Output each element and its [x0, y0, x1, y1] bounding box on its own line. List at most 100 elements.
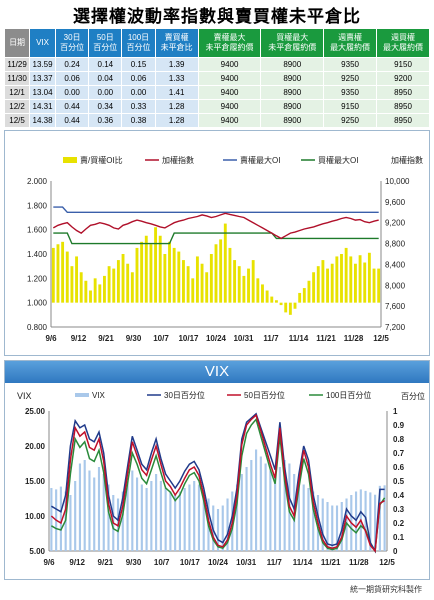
table-cell: 0.06: [54, 71, 90, 86]
ratio-bar: [75, 256, 79, 303]
table-cell: 9400: [197, 71, 262, 86]
vix-bar: [240, 474, 243, 551]
chart1-legend: 賣/買權OI比 加權指數 賣權最大OI 買權最大OI: [63, 155, 358, 165]
table-cell: 8900: [260, 57, 325, 72]
ratio-bar: [353, 263, 357, 303]
x-tick-label: 10/7: [153, 334, 169, 343]
legend-label: 100日百分位: [326, 390, 371, 400]
vix-bar: [297, 481, 301, 551]
table-cell: 9200: [376, 71, 430, 86]
table-cell: 0.24: [54, 57, 90, 72]
ratio-bar: [200, 263, 204, 303]
table-row: 12/5 14.38 0.44 0.36 0.38 1.28 9400 8900 9250 895…: [3, 113, 430, 128]
ratio-bar: [279, 302, 283, 306]
legend-swatch-ratio: [63, 157, 77, 163]
table-cell: 0.44: [54, 113, 90, 128]
ratio-bar: [298, 292, 302, 303]
ratio-bar: [98, 284, 102, 303]
y-left-tick-label: 10.00: [25, 512, 46, 521]
ratio-bar: [70, 266, 74, 303]
ratio-bar: [288, 302, 292, 315]
y-right-tick-label: 0.3: [393, 505, 405, 514]
vix-bar: [340, 502, 343, 551]
vix-bar: [131, 470, 134, 551]
ratio-bar: [228, 247, 232, 303]
ratio-bar: [205, 272, 209, 303]
ratio-bar: [274, 300, 278, 303]
ratio-bar: [84, 280, 88, 303]
ratio-bar: [312, 272, 316, 303]
ratio-bar: [372, 268, 376, 303]
table-cell: 0.00: [121, 85, 156, 100]
y-right-tick-label: 0.2: [393, 519, 405, 528]
x-tick-label: 12/5: [379, 558, 395, 567]
table-cell: 9400: [197, 57, 262, 72]
vix-bar: [216, 509, 220, 551]
vix-bar: [107, 484, 110, 551]
vix-bar: [97, 467, 101, 551]
x-tick-label: 12/5: [373, 334, 389, 343]
y-left-tick-label: 15.00: [25, 477, 46, 486]
table-cell: 0.15: [121, 57, 156, 72]
vix-bar: [331, 505, 334, 551]
x-tick-label: 11/7: [267, 558, 283, 567]
x-tick-label: 10/31: [236, 558, 257, 567]
table-cell: 0.00: [88, 85, 123, 100]
x-tick-label: 9/30: [126, 334, 142, 343]
y-left-tick-label: 20.00: [25, 442, 46, 451]
y-right-tick-label: 0.6: [393, 463, 405, 472]
x-tick-label: 11/21: [321, 558, 341, 567]
table-cell: 8950: [376, 99, 430, 114]
vix-bar: [145, 488, 148, 551]
table-cell: 14.31: [29, 99, 56, 114]
ratio-bar: [195, 256, 199, 303]
vix-bar: [335, 505, 339, 551]
vix-bar: [250, 460, 253, 551]
vix-bar: [164, 488, 167, 551]
ratio-bar: [326, 268, 329, 303]
table-cell: 14.38: [29, 113, 56, 128]
vix-bar: [50, 488, 53, 551]
summary-table: 日期 VIX 30日 百分位 50日 百分位 100日 百分位 賣買權 未平倉比…: [3, 28, 430, 128]
table-cell: 8950: [376, 113, 430, 128]
x-tick-label: 10/24: [208, 558, 229, 567]
ratio-bar: [219, 239, 223, 303]
table-row: 11/29 13.59 0.24 0.14 0.15 1.39 9400 8900 9350 91…: [3, 57, 430, 72]
y-left-tick-label: 2.000: [27, 177, 48, 186]
y-right-tick-label: 10,000: [385, 177, 410, 186]
table-cell: 9400: [197, 85, 262, 100]
table-cell: 13.37: [29, 71, 56, 86]
table-cell: 8900: [260, 85, 325, 100]
ratio-bar: [121, 254, 125, 303]
ratio-bar: [363, 262, 367, 303]
vix-bar: [307, 488, 310, 551]
table-row: 12/2 14.31 0.44 0.34 0.33 1.28 9400 8900 9150 895…: [3, 99, 430, 114]
table-cell: 0.00: [54, 85, 90, 100]
ratio-bar: [256, 278, 260, 303]
table-header-row: 日期 VIX 30日 百分位 50日 百分位 100日 百分位 賣買權 未平倉比…: [3, 28, 430, 58]
table-cell: 0.34: [88, 99, 123, 114]
vix-bar: [378, 485, 381, 551]
x-tick-label: 10/24: [206, 334, 227, 343]
y-right-tick-label: 9,200: [385, 219, 406, 228]
th-date: 日期: [3, 28, 31, 58]
table-cell: 1.39: [154, 57, 199, 72]
ratio-bar: [293, 302, 297, 309]
vix-bar: [93, 477, 96, 551]
ratio-bar: [367, 252, 371, 303]
x-tick-label: 9/21: [98, 334, 114, 343]
th-p100: 100日 百分位: [121, 28, 156, 58]
vix-bar: [274, 474, 277, 551]
table-cell: 9400: [197, 99, 262, 114]
x-tick-label: 11/21: [316, 334, 336, 343]
vix-bar: [159, 481, 162, 551]
oi-ratio-chart-panel: 賣/買權OI比 加權指數 賣權最大OI 買權最大OI 加權指數 2.000 1.800 1.6…: [4, 130, 430, 356]
x-tick-label: 11/28: [344, 334, 364, 343]
ratio-bar: [103, 275, 106, 303]
th-put-max: 賣權最大 未平倉履約價: [197, 28, 262, 58]
table-cell: 8900: [260, 113, 325, 128]
ratio-bar: [214, 244, 218, 303]
th-ratio: 賣買權 未平倉比: [154, 28, 199, 58]
ratio-bar: [340, 254, 343, 303]
table-cell: 9400: [197, 113, 262, 128]
